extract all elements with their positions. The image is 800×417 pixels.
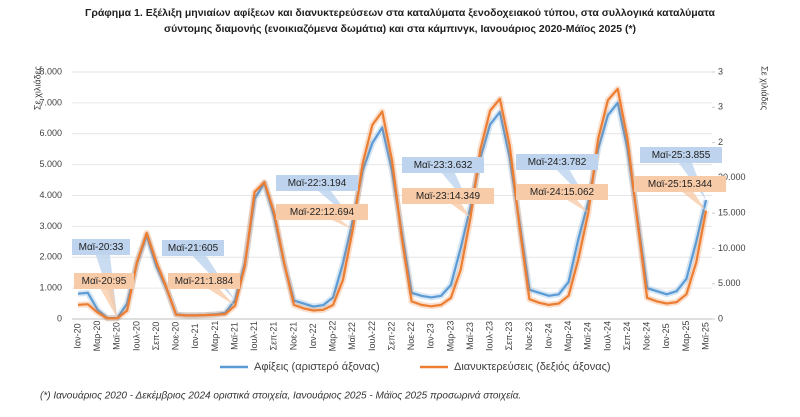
- footnote: (*) Ιανουάριος 2020 - Δεκέμβριος 2024 ορ…: [40, 390, 521, 402]
- x-tick-label: Ιαν-20: [72, 323, 82, 348]
- legend-label: Διανυκτερεύσεις (δεξιός άξονας): [454, 361, 611, 373]
- x-tick-label: Μαρ-25: [681, 321, 691, 352]
- legend-label: Αφίξεις (αριστερό άξονας): [254, 361, 380, 373]
- callout-box: [402, 188, 494, 204]
- x-tick-label: Νοε-24: [642, 322, 652, 351]
- callout-pointer: [549, 162, 589, 203]
- x-tick-label: Ιουλ-24: [602, 321, 612, 351]
- x-tick-label: Μαϊ-20: [112, 322, 122, 350]
- x-tick-label: Ιαν-25: [661, 323, 671, 348]
- y-tick-label: 4.000: [39, 190, 62, 200]
- x-tick-label: Μαϊ-25: [700, 322, 710, 350]
- x-tick-label: Σεπ-22: [386, 322, 396, 351]
- x-tick-label: Μαρ-20: [92, 321, 102, 352]
- y2-axis-title: Σε χιλιάδες: [760, 66, 770, 111]
- y-tick-label: 5.000: [39, 159, 62, 169]
- chart-title: σύντομης διαμονής (ενοικιαζόμενα δωμάτια…: [164, 23, 636, 35]
- x-tick-label: Ιουλ-23: [485, 321, 495, 351]
- y-axis-title: Σε χιλιάδες: [32, 65, 42, 110]
- annotation: Μαϊ-21:1.884: [175, 276, 234, 287]
- x-tick-label: Μαϊ-21: [229, 322, 239, 350]
- callout-box: [634, 176, 726, 192]
- y-tick-label: 3.000: [39, 221, 62, 231]
- annotation: Μαϊ-20:33: [79, 242, 124, 253]
- callout-box: [74, 273, 134, 289]
- callout-box: [276, 204, 368, 220]
- x-tick-label: Νοε-23: [524, 322, 534, 351]
- callout-box: [402, 157, 484, 173]
- x-tick-label: Μαϊ-23: [465, 322, 475, 350]
- callout-pointer: [96, 281, 118, 319]
- callout-box: [516, 154, 598, 170]
- annotation: Μαϊ-22:3.194: [288, 178, 347, 189]
- x-tick-label: Μαϊ-24: [583, 322, 593, 350]
- annotation: Μαϊ-21:605: [168, 243, 219, 254]
- callout-box: [72, 239, 130, 255]
- x-tick-label: Ιουλ-21: [249, 321, 259, 351]
- x-tick-label: Σεπ-24: [622, 322, 632, 351]
- callout-box: [516, 184, 608, 200]
- y2-tick-label: 15.000: [718, 208, 746, 218]
- y2-tick-label: 3: [718, 66, 723, 76]
- annotation: Μαϊ-24:15.062: [530, 187, 595, 198]
- annotation: Μαϊ-20:95: [82, 276, 127, 287]
- y2-tick-label: 20.000: [718, 172, 746, 182]
- x-tick-label: Νοε-21: [288, 322, 298, 351]
- y-tick-label: 7.000: [39, 97, 62, 107]
- x-tick-label: Ιαν-21: [190, 323, 200, 348]
- x-tick-label: Ιαν-22: [308, 323, 318, 348]
- x-tick-label: Ιουλ-20: [131, 321, 141, 351]
- y-tick-label: 8.000: [39, 66, 62, 76]
- chart-title: Γράφημα 1. Εξέλιξη μηνιαίων αφίξεων και …: [85, 7, 715, 19]
- callout-box: [162, 240, 224, 256]
- callout-box: [276, 175, 358, 191]
- x-tick-label: Ιαν-23: [426, 323, 436, 348]
- x-tick-label: Μαρ-22: [328, 321, 338, 352]
- annotation: Μαϊ-25:15.344: [648, 179, 713, 190]
- y2-tick-label: 10.000: [718, 243, 746, 253]
- x-tick-label: Ιαν-24: [543, 323, 553, 348]
- x-tick-label: Μαρ-24: [563, 321, 573, 352]
- callout-pointer: [554, 192, 589, 213]
- x-tick-label: Σεπ-21: [269, 322, 279, 351]
- annotation: Μαϊ-22:12.694: [290, 207, 355, 218]
- callout-pointer: [672, 184, 706, 211]
- annotation: Μαϊ-23:14.349: [416, 191, 481, 202]
- x-tick-label: Μαϊ-22: [347, 322, 357, 350]
- y-tick-label: 0: [57, 313, 62, 323]
- y2-tick-label: 5.000: [718, 278, 741, 288]
- x-tick-label: Ιουλ-22: [367, 321, 377, 351]
- y-tick-label: 1.000: [39, 283, 62, 293]
- annotation: Μαϊ-24:3.782: [528, 157, 587, 168]
- x-tick-label: Νοε-20: [171, 322, 181, 351]
- y2-tick-label: 0: [718, 313, 723, 323]
- y-tick-label: 6.000: [39, 128, 62, 138]
- x-tick-label: Σεπ-23: [504, 322, 514, 351]
- annotation: Μαϊ-23:3.632: [414, 160, 473, 171]
- x-tick-label: Μαρ-23: [445, 321, 455, 352]
- y2-tick-label: 3: [718, 102, 723, 112]
- x-tick-label: Σεπ-20: [151, 322, 161, 351]
- callout-box: [640, 147, 722, 163]
- series-line: [77, 87, 708, 320]
- y-tick-label: 2.000: [39, 252, 62, 262]
- x-tick-label: Μαρ-21: [210, 321, 220, 352]
- y2-tick-label: 2: [718, 137, 723, 147]
- annotation: Μαϊ-25:3.855: [652, 150, 711, 161]
- callout-box: [168, 273, 240, 289]
- x-tick-label: Νοε-22: [406, 322, 416, 351]
